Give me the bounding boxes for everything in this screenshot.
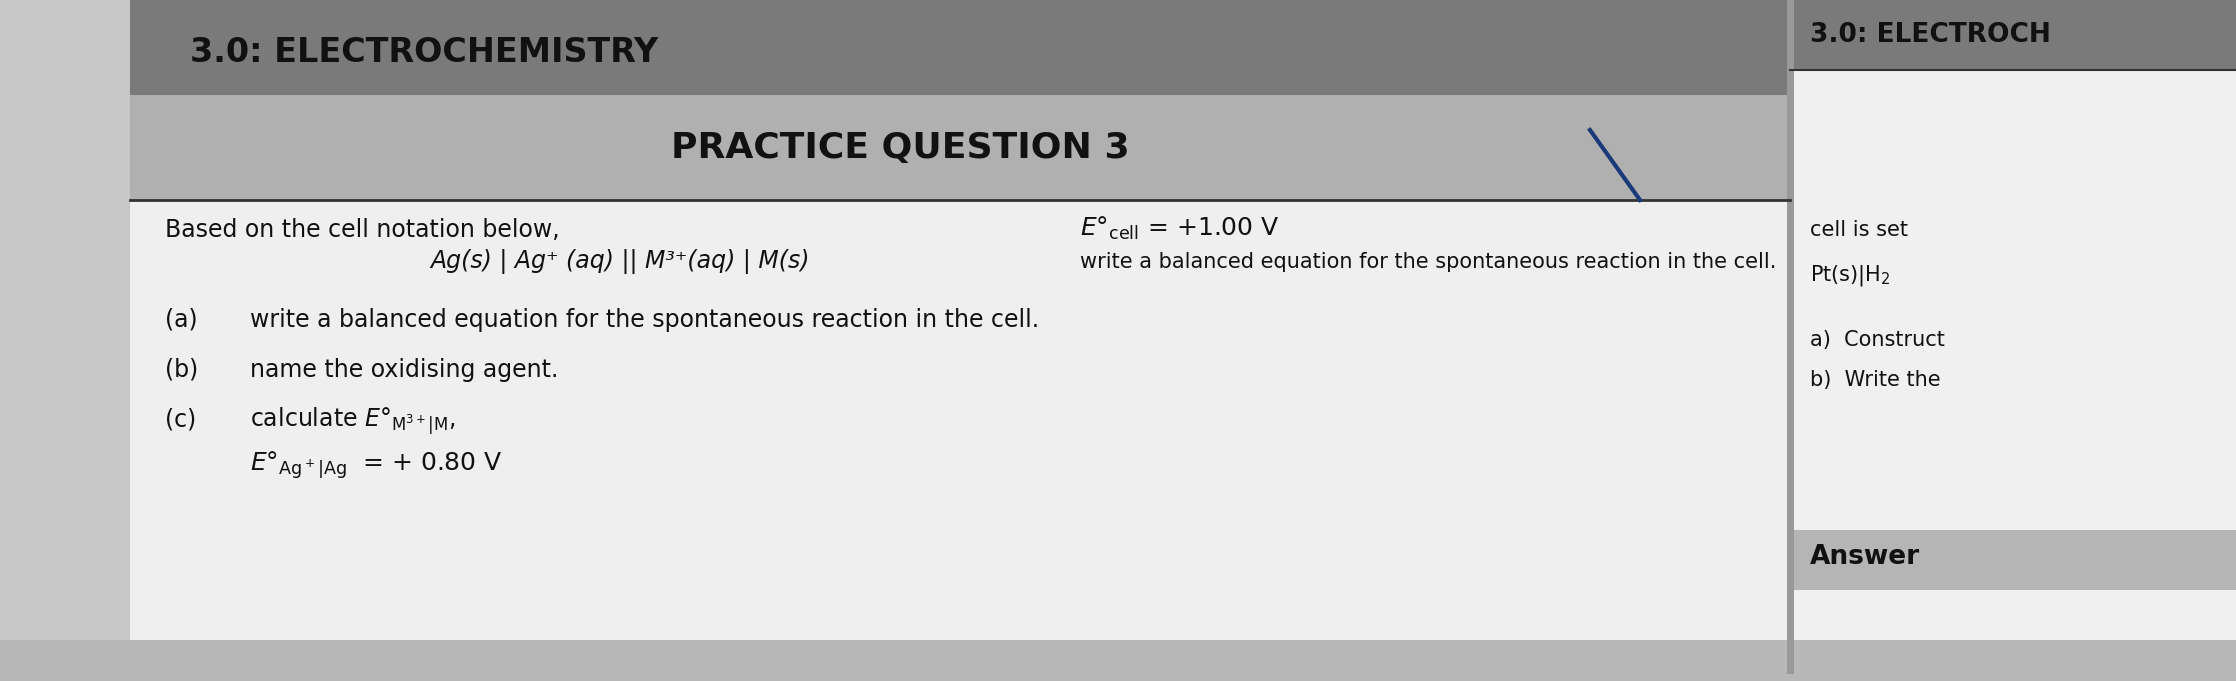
Text: cell is set: cell is set — [1809, 220, 1907, 240]
FancyBboxPatch shape — [130, 95, 1791, 200]
Text: Answer: Answer — [1809, 544, 1921, 570]
FancyBboxPatch shape — [130, 0, 1791, 670]
Text: write a balanced equation for the spontaneous reaction in the cell.: write a balanced equation for the sponta… — [250, 308, 1040, 332]
Text: 3.0: ELECTROCH: 3.0: ELECTROCH — [1809, 22, 2050, 48]
Text: Ag(s) | Ag⁺ (aq) || M³⁺(aq) | M(s): Ag(s) | Ag⁺ (aq) || M³⁺(aq) | M(s) — [429, 249, 809, 274]
FancyBboxPatch shape — [130, 0, 1791, 95]
Text: (b): (b) — [165, 358, 199, 382]
Text: (c): (c) — [165, 408, 197, 432]
Text: write a balanced equation for the spontaneous reaction in the cell.: write a balanced equation for the sponta… — [1080, 252, 1775, 272]
Text: (a): (a) — [165, 308, 197, 332]
FancyBboxPatch shape — [1791, 530, 2236, 590]
Text: b)  Write the: b) Write the — [1809, 370, 1941, 390]
Text: Based on the cell notation below,: Based on the cell notation below, — [165, 218, 559, 242]
Text: calculate $E°_{\rm M^{3+}|M}$,: calculate $E°_{\rm M^{3+}|M}$, — [250, 405, 456, 436]
Text: PRACTICE QUESTION 3: PRACTICE QUESTION 3 — [671, 131, 1129, 165]
Text: $E°_{\rm Ag^+|Ag}$  = + 0.80 V: $E°_{\rm Ag^+|Ag}$ = + 0.80 V — [250, 449, 503, 481]
Text: a)  Construct: a) Construct — [1809, 330, 1945, 350]
Text: Pt(s)|H$_2$: Pt(s)|H$_2$ — [1809, 262, 1892, 287]
Text: $E°_{\rm cell}$ = +1.00 V: $E°_{\rm cell}$ = +1.00 V — [1080, 215, 1279, 242]
FancyBboxPatch shape — [1791, 0, 2236, 70]
Text: name the oxidising agent.: name the oxidising agent. — [250, 358, 559, 382]
FancyBboxPatch shape — [0, 640, 2236, 681]
FancyBboxPatch shape — [1791, 0, 2236, 670]
Text: 3.0: ELECTROCHEMISTRY: 3.0: ELECTROCHEMISTRY — [190, 35, 657, 69]
